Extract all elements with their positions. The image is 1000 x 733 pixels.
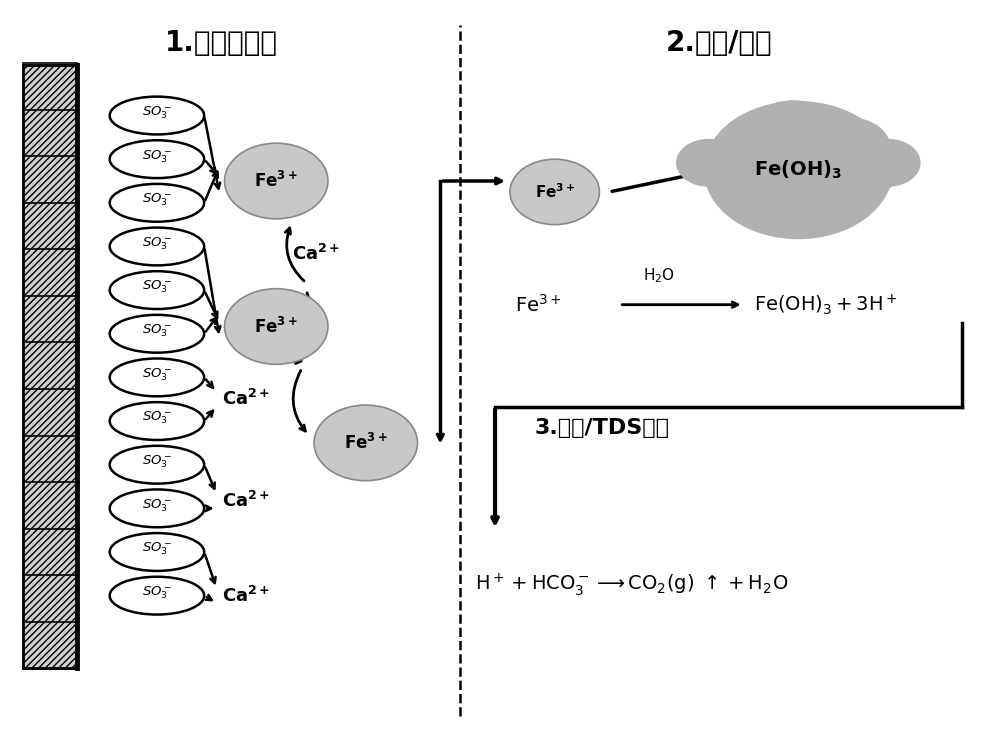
Text: 2.水解/沉淀: 2.水解/沉淀	[665, 29, 772, 56]
Circle shape	[704, 101, 893, 239]
Text: $\mathbf{Ca^{2+}}$: $\mathbf{Ca^{2+}}$	[222, 389, 270, 409]
Text: $\mathbf{Ca^{2+}}$: $\mathbf{Ca^{2+}}$	[222, 586, 270, 605]
Text: $\mathit{SO}_3^-$: $\mathit{SO}_3^-$	[142, 104, 172, 121]
Circle shape	[706, 146, 781, 202]
Ellipse shape	[110, 227, 204, 265]
Ellipse shape	[110, 315, 204, 353]
Text: $\mathit{SO}_3^-$: $\mathit{SO}_3^-$	[142, 454, 172, 470]
Text: 3.碱度/TDS降低: 3.碱度/TDS降低	[535, 419, 670, 438]
Circle shape	[225, 143, 328, 219]
Circle shape	[676, 139, 742, 187]
Text: $\mathit{SO}_3^-$: $\mathit{SO}_3^-$	[142, 323, 172, 339]
Text: $\mathbf{Fe^{3+}}$: $\mathbf{Fe^{3+}}$	[254, 171, 298, 191]
Text: $\mathrm{H_2O}$: $\mathrm{H_2O}$	[643, 266, 675, 285]
Text: $\mathbf{Fe^{3+}}$: $\mathbf{Fe^{3+}}$	[344, 432, 388, 453]
Text: 1.阳离子交换: 1.阳离子交换	[165, 29, 278, 56]
Text: $\mathbf{Fe^{3+}}$: $\mathbf{Fe^{3+}}$	[535, 183, 575, 202]
Ellipse shape	[110, 358, 204, 397]
Circle shape	[805, 117, 891, 180]
Circle shape	[225, 289, 328, 364]
Ellipse shape	[110, 271, 204, 309]
FancyBboxPatch shape	[23, 65, 77, 668]
Text: $\mathit{SO}_3^-$: $\mathit{SO}_3^-$	[142, 191, 172, 208]
Circle shape	[314, 405, 417, 481]
Text: $\mathit{SO}_3^-$: $\mathit{SO}_3^-$	[142, 584, 172, 601]
Text: $\mathit{SO}_3^-$: $\mathit{SO}_3^-$	[142, 148, 172, 164]
Text: $\mathbf{Ca^{2+}}$: $\mathbf{Ca^{2+}}$	[292, 243, 340, 264]
Text: $\mathbf{Ca^{2+}}$: $\mathbf{Ca^{2+}}$	[222, 491, 270, 511]
Text: $\mathrm{H^++HCO_3^-\longrightarrow CO_2(g)\ \uparrow+H_2O}$: $\mathrm{H^++HCO_3^-\longrightarrow CO_2…	[475, 571, 788, 598]
Text: $\mathit{SO}_3^-$: $\mathit{SO}_3^-$	[142, 279, 172, 295]
Text: $\mathit{SO}_3^-$: $\mathit{SO}_3^-$	[142, 410, 172, 427]
Circle shape	[761, 142, 856, 213]
Circle shape	[510, 159, 599, 224]
Ellipse shape	[110, 577, 204, 614]
Text: $\mathit{SO}_3^-$: $\mathit{SO}_3^-$	[142, 541, 172, 557]
Text: $\mathit{SO}_3^-$: $\mathit{SO}_3^-$	[142, 497, 172, 514]
Text: $\mathit{SO}_3^-$: $\mathit{SO}_3^-$	[142, 235, 172, 252]
Circle shape	[746, 100, 841, 170]
Text: $\mathrm{Fe(OH)_3+3H^+}$: $\mathrm{Fe(OH)_3+3H^+}$	[754, 292, 897, 317]
Circle shape	[714, 123, 793, 181]
Ellipse shape	[110, 184, 204, 222]
Ellipse shape	[110, 446, 204, 484]
Text: $\mathrm{Fe^{3+}}$: $\mathrm{Fe^{3+}}$	[515, 294, 562, 316]
Ellipse shape	[110, 533, 204, 571]
Circle shape	[820, 146, 896, 202]
Text: $\mathbf{Fe^{3+}}$: $\mathbf{Fe^{3+}}$	[254, 317, 298, 336]
Ellipse shape	[110, 402, 204, 440]
Circle shape	[855, 139, 921, 187]
Ellipse shape	[110, 97, 204, 134]
Ellipse shape	[110, 140, 204, 178]
Ellipse shape	[110, 490, 204, 527]
Text: $\mathit{SO}_3^-$: $\mathit{SO}_3^-$	[142, 366, 172, 383]
Text: $\mathbf{Fe(OH)_3}$: $\mathbf{Fe(OH)_3}$	[754, 159, 842, 181]
